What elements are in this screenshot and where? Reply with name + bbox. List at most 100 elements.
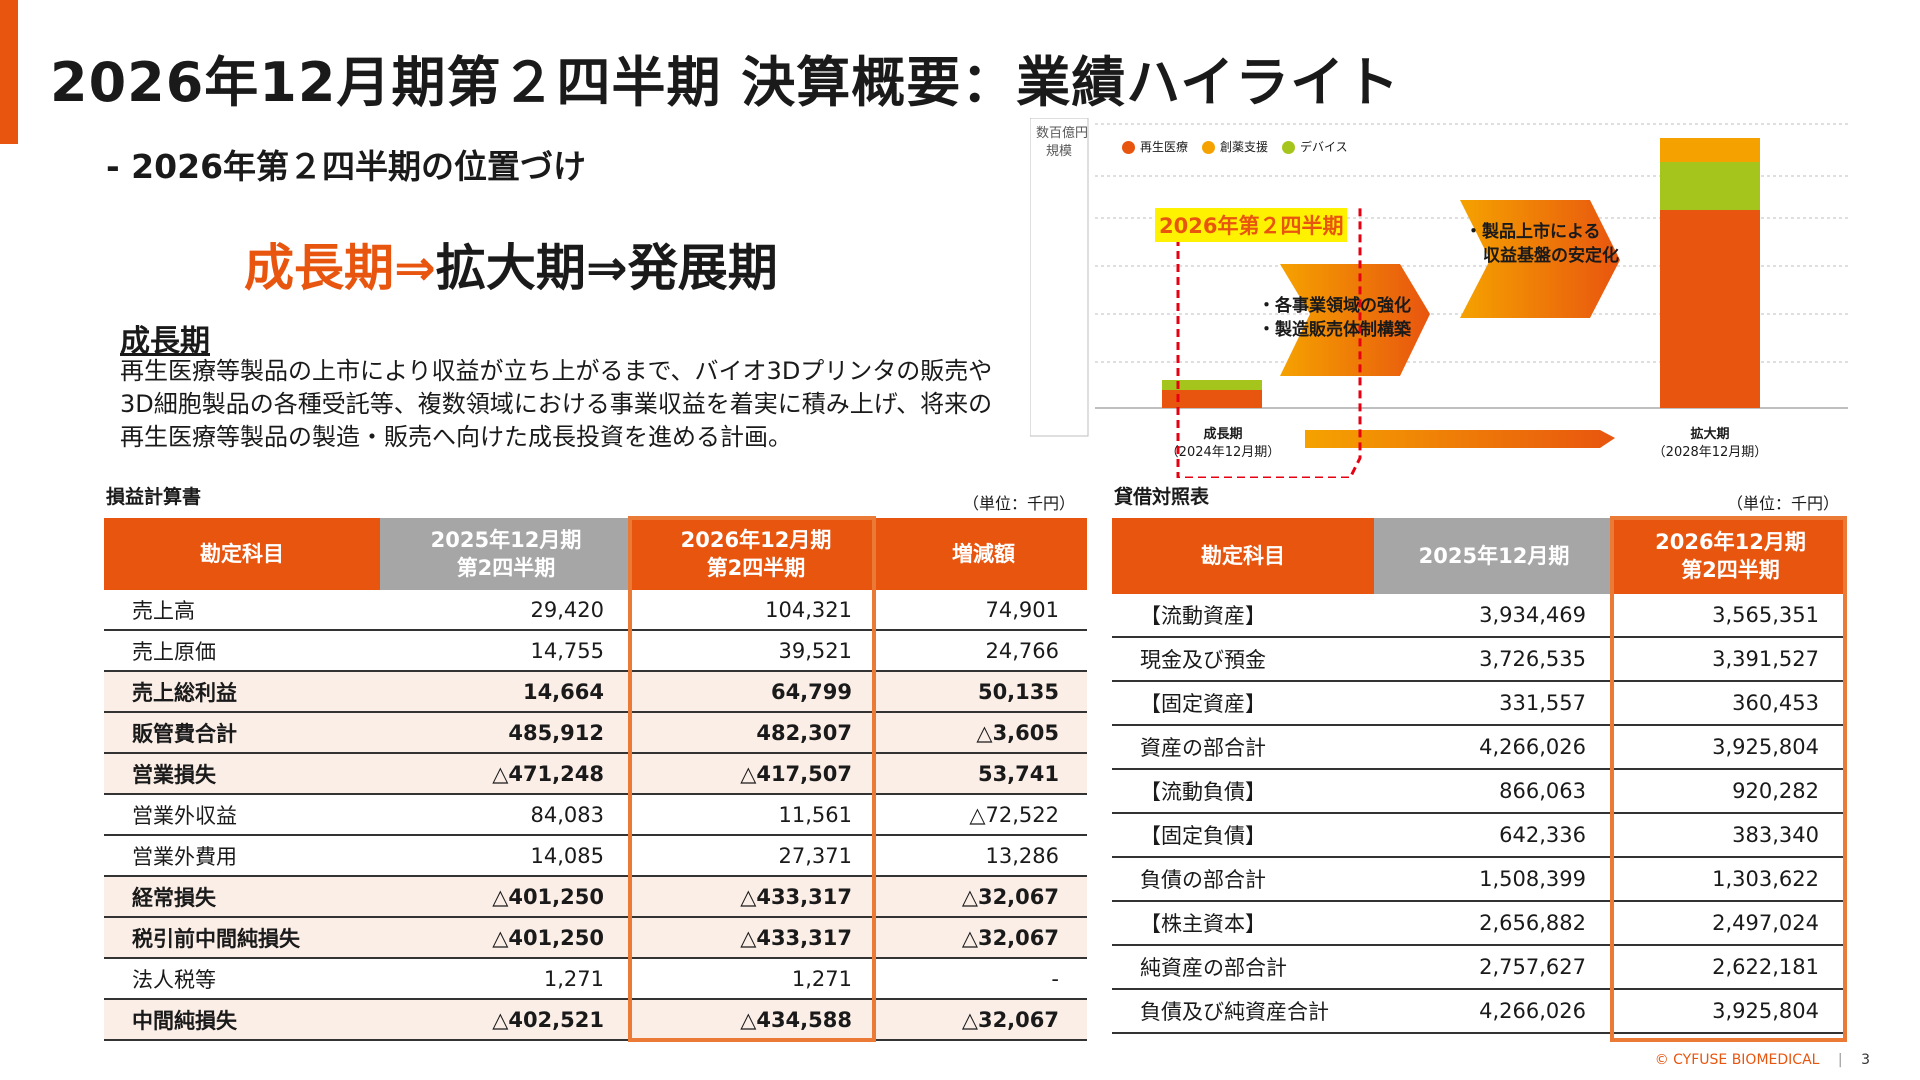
bs-cell-curr: 2,497,024 <box>1614 901 1847 946</box>
bs-cell-label: 純資産の部合計 <box>1112 945 1374 990</box>
accent-bar <box>0 0 18 144</box>
bs-row: 負債の部合計 1,508,399 1,303,622 <box>1112 857 1847 902</box>
pl-header-prev: 2025年12月期 第2四半期 <box>380 518 632 590</box>
bs-row: 【流動資産】 3,934,469 3,565,351 <box>1112 594 1847 638</box>
bs-cell-label: 【固定負債】 <box>1112 813 1374 858</box>
pl-cell-diff: - <box>880 958 1087 1000</box>
pl-row: 経常損失 △401,250 △433,317 △32,067 <box>104 876 1087 918</box>
phase-arrow-2: ⇒ <box>585 239 628 297</box>
pl-title: 損益計算書 <box>106 486 202 508</box>
bs-header-curr: 2026年12月期 第2四半期 <box>1614 518 1847 594</box>
bs-cell-prev: 3,934,469 <box>1374 594 1614 638</box>
pl-cell-label: 販管費合計 <box>104 712 380 754</box>
pl-row: 売上高 29,420 104,321 74,901 <box>104 590 1087 631</box>
pl-cell-label: 中間純損失 <box>104 999 380 1041</box>
pl-cell-label: 営業外費用 <box>104 835 380 877</box>
pl-cell-prev: △402,521 <box>380 999 632 1041</box>
bs-cell-curr: 1,303,622 <box>1614 857 1847 902</box>
pl-cell-curr: △433,317 <box>632 876 880 918</box>
pl-cell-prev: △401,250 <box>380 917 632 959</box>
pl-cell-label: 売上総利益 <box>104 671 380 713</box>
pl-row: 税引前中間純損失 △401,250 △433,317 △32,067 <box>104 917 1087 959</box>
bs-cell-prev: 866,063 <box>1374 769 1614 814</box>
bs-cell-curr: 2,622,181 <box>1614 945 1847 990</box>
roadmap-graphic <box>1030 118 1848 478</box>
bs-cell-curr: 3,565,351 <box>1614 594 1847 638</box>
pl-cell-label: 経常損失 <box>104 876 380 918</box>
pl-cell-curr: 482,307 <box>632 712 880 754</box>
pl-cell-prev: 1,271 <box>380 958 632 1000</box>
pl-row: 販管費合計 485,912 482,307 △3,605 <box>104 712 1087 754</box>
y-axis-label-2: 規模 <box>1046 144 1073 159</box>
pl-cell-prev: 14,755 <box>380 630 632 672</box>
pl-cell-curr: △433,317 <box>632 917 880 959</box>
quarter-label: 2026年第２四半期 <box>1155 208 1348 242</box>
bs-cell-curr: 920,282 <box>1614 769 1847 814</box>
pl-unit: （単位：千円） <box>963 494 1076 513</box>
bs-cell-label: 【固定資産】 <box>1112 681 1374 726</box>
footer: © CYFUSE BIOMEDICAL | 3 <box>1654 1052 1870 1068</box>
bs-header-item: 勘定科目 <box>1112 518 1374 594</box>
bs-header-prev: 2025年12月期 <box>1374 518 1614 594</box>
pl-cell-diff: 50,135 <box>880 671 1087 713</box>
bs-title: 貸借対照表 <box>1114 486 1210 508</box>
pl-cell-prev: 14,664 <box>380 671 632 713</box>
legend-device: デバイス <box>1282 138 1348 155</box>
pl-cell-curr: 39,521 <box>632 630 880 672</box>
bs-row: 【固定負債】 642,336 383,340 <box>1112 813 1847 858</box>
chevron-1-text: ・各事業領域の強化 ・製造販売体制構築 <box>1258 296 1411 340</box>
bs-cell-label: 【株主資本】 <box>1112 901 1374 946</box>
page-number: 3 <box>1861 1052 1870 1068</box>
bs-cell-prev: 2,656,882 <box>1374 901 1614 946</box>
bs-cell-prev: 3,726,535 <box>1374 637 1614 682</box>
bs-row: 【株主資本】 2,656,882 2,497,024 <box>1112 901 1847 946</box>
pl-cell-curr: 27,371 <box>632 835 880 877</box>
pl-cell-curr: 1,271 <box>632 958 880 1000</box>
bs-cell-label: 負債の部合計 <box>1112 857 1374 902</box>
pl-cell-diff: △32,067 <box>880 876 1087 918</box>
bs-row: 【流動負債】 866,063 920,282 <box>1112 769 1847 814</box>
pl-row: 法人税等 1,271 1,271- <box>104 958 1087 1000</box>
pl-row: 売上原価 14,755 39,521 24,766 <box>104 630 1087 672</box>
growth-heading: 成長期 <box>120 324 210 359</box>
bs-cell-label: 【流動資産】 <box>1112 594 1374 638</box>
pl-cell-label: 税引前中間純損失 <box>104 917 380 959</box>
pl-cell-diff: 74,901 <box>880 590 1087 631</box>
bs-row: 資産の部合計 4,266,026 3,925,804 <box>1112 725 1847 770</box>
bs-cell-label: 【流動負債】 <box>1112 769 1374 814</box>
bs-cell-curr: 360,453 <box>1614 681 1847 726</box>
pl-cell-curr: 11,561 <box>632 794 880 836</box>
pl-cell-prev: 485,912 <box>380 712 632 754</box>
pl-cell-prev: △471,248 <box>380 753 632 795</box>
timeline-arrow <box>1305 430 1615 448</box>
pl-cell-diff: △3,605 <box>880 712 1087 754</box>
phase-development: 発展期 <box>627 239 778 297</box>
pl-cell-prev: 14,085 <box>380 835 632 877</box>
phase-growth: 成長期 <box>244 239 394 297</box>
bs-cell-label: 資産の部合計 <box>1112 725 1374 770</box>
bs-cell-curr: 3,925,804 <box>1614 989 1847 1034</box>
phase-sequence: 成長期⇒拡大期⇒発展期 <box>244 228 778 300</box>
legend-regen: 再生医療 <box>1122 138 1188 155</box>
pl-row: 営業外収益 84,083 11,561 △72,522 <box>104 794 1087 836</box>
bar-growth-period <box>1162 380 1262 408</box>
bs-cell-prev: 642,336 <box>1374 813 1614 858</box>
pl-cell-prev: 29,420 <box>380 590 632 631</box>
pl-cell-diff: △72,522 <box>880 794 1087 836</box>
pl-cell-label: 売上原価 <box>104 630 380 672</box>
copyright: © CYFUSE BIOMEDICAL <box>1654 1052 1820 1068</box>
legend-drug: 創薬支援 <box>1202 138 1268 155</box>
pl-cell-diff: 24,766 <box>880 630 1087 672</box>
page-subtitle: - 2026年第２四半期の位置づけ <box>106 147 587 186</box>
bs-cell-prev: 4,266,026 <box>1374 725 1614 770</box>
bs-cell-curr: 383,340 <box>1614 813 1847 858</box>
pl-cell-label: 営業外収益 <box>104 794 380 836</box>
bs-cell-curr: 3,391,527 <box>1614 637 1847 682</box>
pl-cell-label: 法人税等 <box>104 958 380 1000</box>
page-title: 2026年12月期第２四半期 決算概要：業績ハイライト <box>50 51 1401 114</box>
phase-arrow-1: ⇒ <box>394 239 436 297</box>
bs-row: 純資産の部合計 2,757,627 2,622,181 <box>1112 945 1847 990</box>
y-axis-box <box>1030 118 1089 437</box>
x-label-growth: 成長期 （2024年12月期） <box>1165 427 1281 460</box>
pl-cell-curr: 104,321 <box>632 590 880 631</box>
